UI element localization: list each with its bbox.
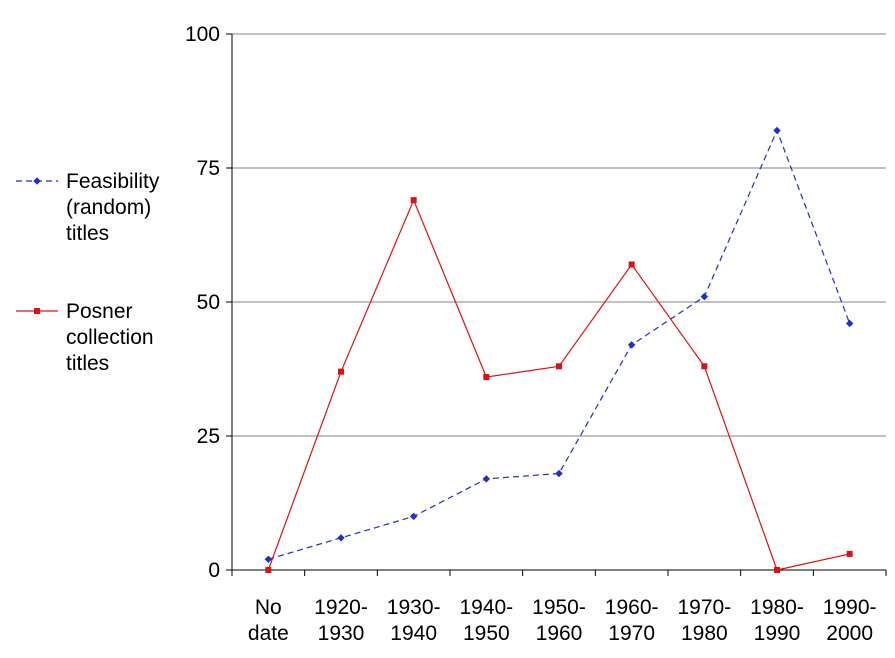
x-tick-label: 1950-1960 <box>532 596 586 645</box>
x-tick-label: 1920-1930 <box>314 596 368 645</box>
data-point <box>845 319 854 328</box>
series-1 <box>264 126 854 563</box>
series-group <box>264 126 854 573</box>
y-tick-label: 0 <box>208 559 220 582</box>
data-point <box>409 512 418 521</box>
series-2 <box>265 197 853 573</box>
data-point <box>482 475 491 483</box>
y-tick-label: 25 <box>197 425 220 448</box>
data-point <box>264 555 273 563</box>
legend-marker <box>33 177 41 185</box>
data-point <box>773 126 781 135</box>
data-point <box>774 567 780 573</box>
legend-entry-1: Feasibility (random) titles <box>16 170 160 245</box>
x-tick-label: 1990-2000 <box>823 596 877 645</box>
data-point <box>627 341 636 349</box>
x-tick-label: No date <box>248 596 289 645</box>
data-point <box>846 550 853 557</box>
x-tick-label: 1940-1950 <box>459 596 513 645</box>
legend-label: Feasibility (random) titles <box>66 170 160 245</box>
data-point <box>556 363 562 370</box>
legend-label: Posner collection titles <box>66 300 154 375</box>
data-point <box>410 197 417 204</box>
data-point <box>555 469 563 478</box>
data-point <box>628 261 635 268</box>
legend-entry-2: Posner collection titles <box>16 300 154 375</box>
data-point <box>483 374 490 381</box>
data-point <box>265 567 272 573</box>
series-line <box>268 128 851 560</box>
series-line <box>267 198 850 571</box>
axes: 0 25 50 75 100 No date 1920-1930 1930-1940 1940-1… <box>185 23 887 645</box>
y-tick-label: 100 <box>185 23 220 46</box>
x-tick-label: 1930-1940 <box>387 596 441 645</box>
data-point <box>700 292 709 301</box>
x-tick-label: 1960-1970 <box>605 596 659 645</box>
y-tick-label: 75 <box>197 157 220 180</box>
data-point <box>701 363 708 370</box>
data-point <box>338 368 344 375</box>
x-tick-label: 1970-1980 <box>677 596 731 645</box>
data-point <box>337 534 345 542</box>
y-tick-label: 50 <box>197 291 220 314</box>
x-tick-label: 1980-1990 <box>750 596 804 645</box>
gridlines <box>232 33 886 437</box>
legend: Feasibility (random) titles Posner collectio… <box>16 170 160 375</box>
legend-marker <box>34 308 40 314</box>
